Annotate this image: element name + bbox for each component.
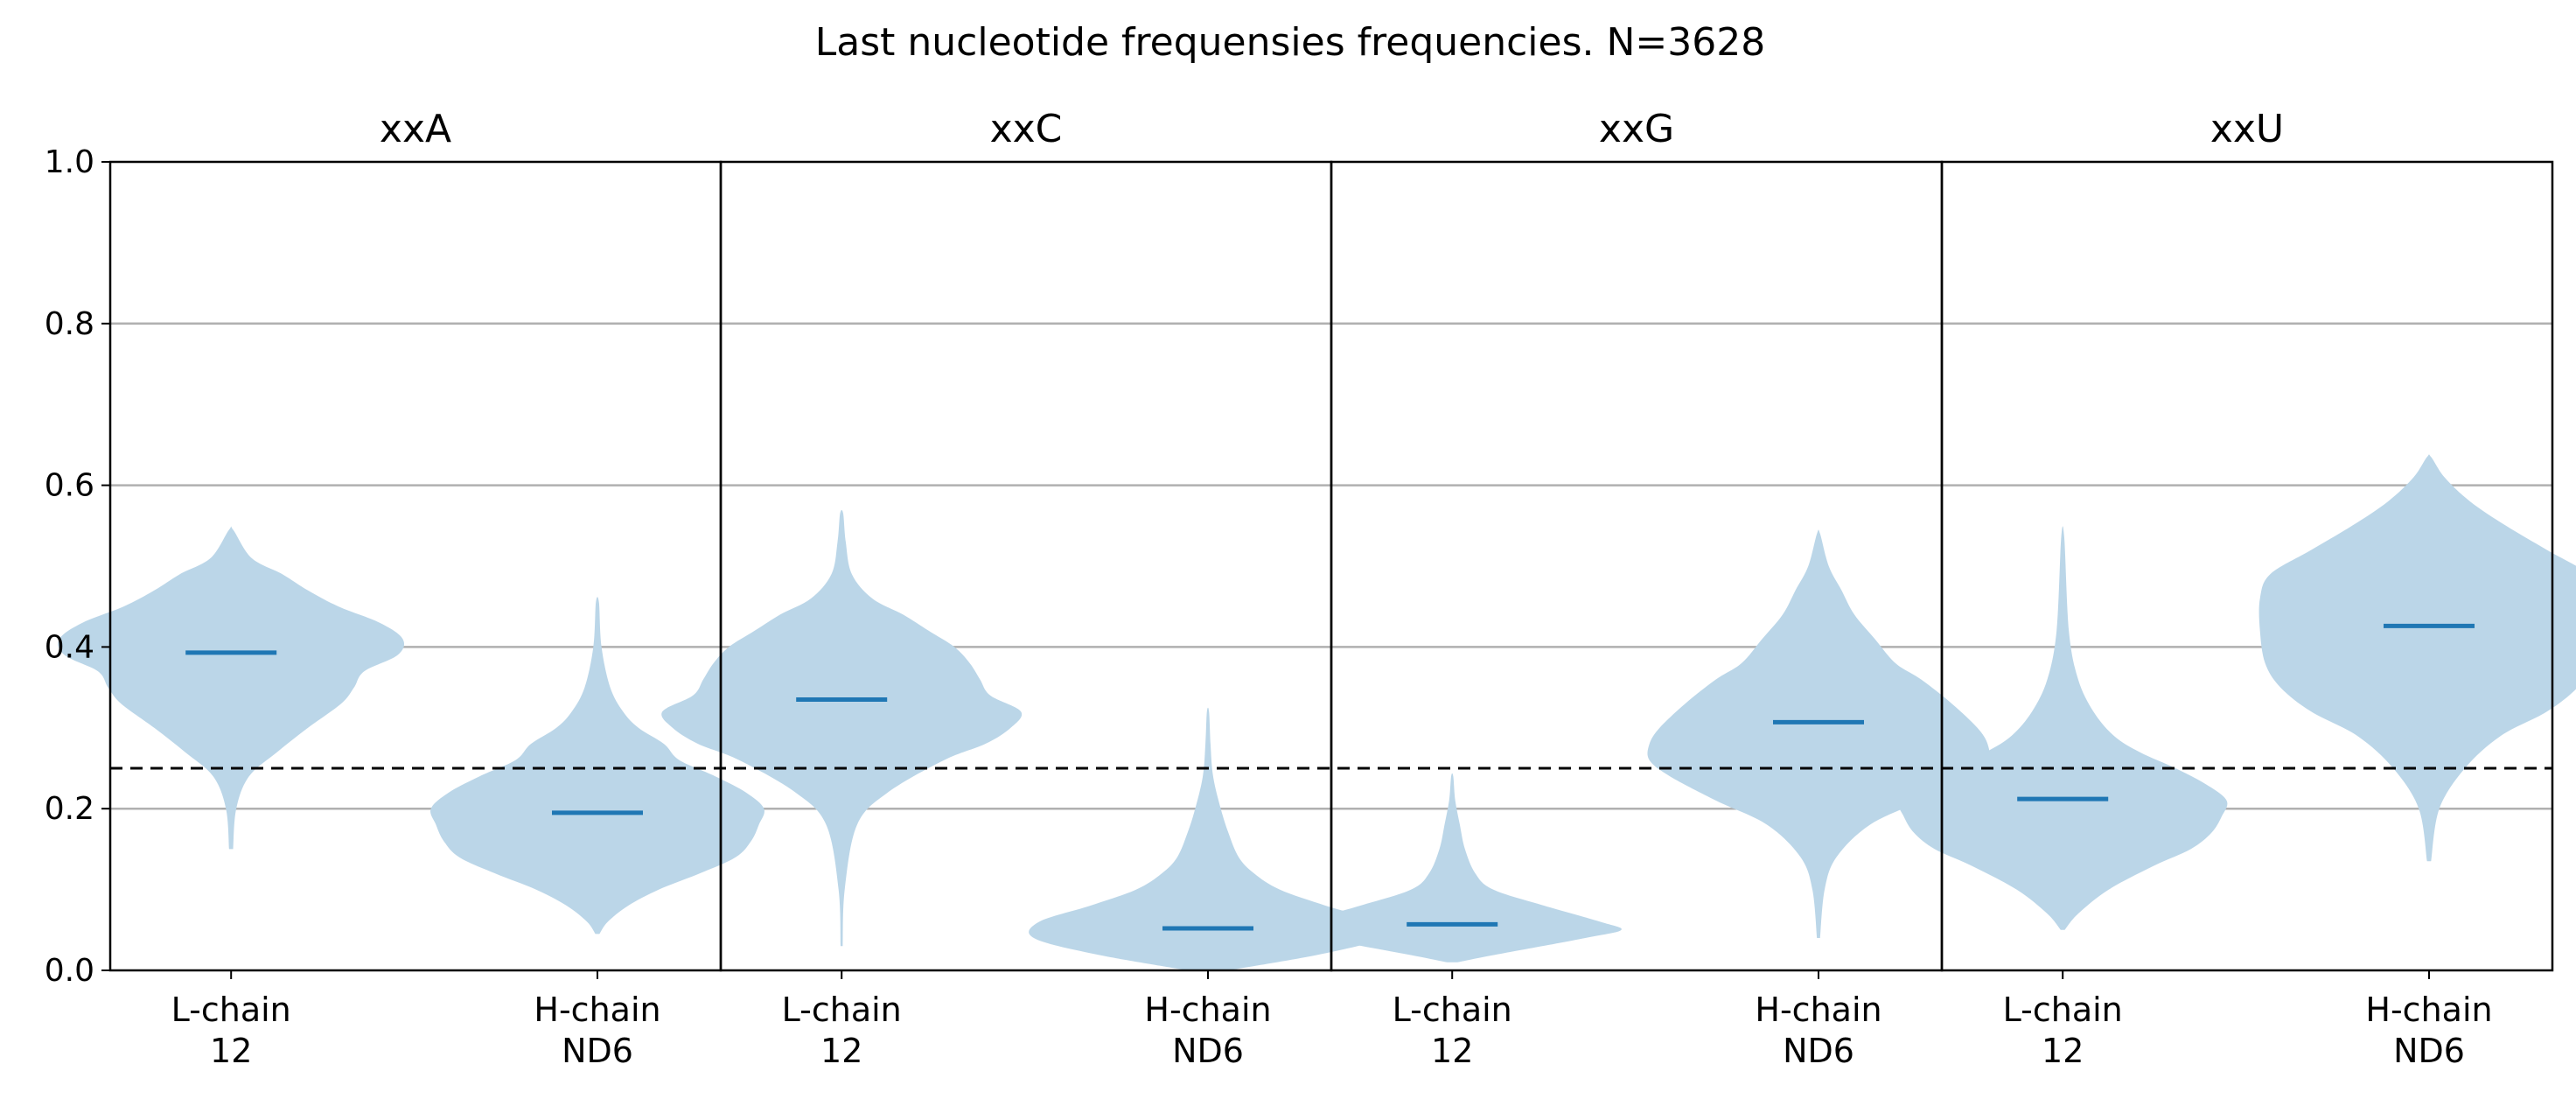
violin-xxu-h-chain [2258, 454, 2576, 862]
x-tick-label-line1: H-chain [2365, 990, 2492, 1029]
violin-xxa-h-chain [430, 597, 764, 934]
violin-xxc-h-chain [1029, 707, 1387, 970]
y-tick-label: 0.0 [45, 953, 94, 989]
x-tick-label-line2: ND6 [1172, 1032, 1244, 1070]
panel-frame [719, 160, 1333, 972]
violin-xxc-l-chain [661, 509, 1023, 947]
x-tick-label-line1: L-chain [171, 990, 291, 1029]
panel-title-xxa: xxA [380, 107, 451, 151]
violin-xxg-l-chain [1282, 773, 1622, 962]
x-tick-label-line1: H-chain [534, 990, 660, 1029]
x-tick-label-line2: ND6 [562, 1032, 633, 1070]
y-tick-label: 0.6 [45, 468, 94, 504]
chart-title: Last nucleotide frequensies frequencies.… [815, 20, 1765, 65]
panel-title-xxc: xxC [990, 107, 1063, 151]
violin-xxg-h-chain [1647, 529, 1990, 938]
violin-xxu-l-chain [1897, 526, 2228, 930]
panel-frame [1940, 160, 2554, 972]
x-tick-label-line1: L-chain [2003, 990, 2123, 1029]
x-tick-label-line2: 12 [210, 1032, 252, 1070]
x-tick-label-line2: 12 [2042, 1032, 2084, 1070]
x-tick-label-line2: 12 [1431, 1032, 1473, 1070]
x-tick-label-line1: H-chain [1755, 990, 1881, 1029]
panel-frame [1330, 160, 1944, 972]
panel-title-xxu: xxU [2210, 107, 2284, 151]
x-tick-label-line2: ND6 [2393, 1032, 2465, 1070]
y-tick-label: 0.4 [45, 629, 94, 665]
panel-frames [108, 160, 2554, 972]
y-tick-label: 0.2 [45, 791, 94, 827]
axis-labels: 0.00.20.40.60.81.0L-chain12H-chainND6xxA… [45, 107, 2493, 1070]
x-tick-label-line1: L-chain [782, 990, 902, 1029]
y-tick-label: 0.8 [45, 306, 94, 342]
panel-title-xxg: xxG [1599, 107, 1674, 151]
x-tick-label-line2: ND6 [1783, 1032, 1854, 1070]
violins [58, 454, 2576, 970]
x-tick-label-line2: 12 [820, 1032, 862, 1070]
violin-xxa-l-chain [58, 526, 405, 850]
x-tick-label-line1: H-chain [1144, 990, 1271, 1029]
y-tick-label: 1.0 [45, 144, 94, 180]
x-tick-label-line1: L-chain [1393, 990, 1512, 1029]
